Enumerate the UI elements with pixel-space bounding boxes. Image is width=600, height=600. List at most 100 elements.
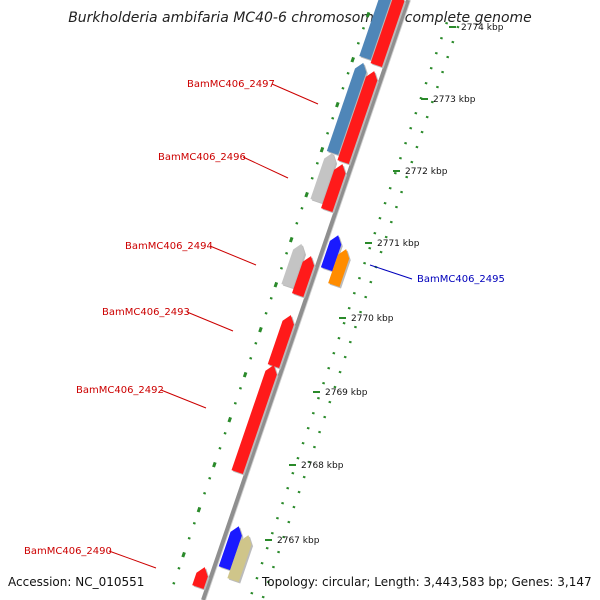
gene-label: BamMC406_2492	[76, 385, 164, 396]
gene-label-leader	[186, 311, 234, 332]
tick-dot	[353, 325, 357, 329]
tick-dot	[297, 490, 301, 494]
tick-dot	[419, 96, 423, 100]
tick-dot	[322, 381, 326, 385]
tick-dot	[335, 101, 340, 108]
tick-dot	[425, 115, 429, 119]
tick-dot	[456, 25, 460, 29]
tick-dot	[307, 460, 311, 464]
tick-dot	[352, 291, 356, 295]
tick-dot	[291, 471, 295, 475]
gene-label: BamMC406_2495	[417, 274, 505, 285]
tick-dot	[359, 310, 363, 314]
tick-dot	[238, 386, 242, 390]
tick-dot	[281, 501, 285, 505]
tick-dot	[203, 491, 207, 495]
tick-dot	[414, 111, 418, 115]
tick-dot	[326, 131, 330, 135]
tick-dot	[296, 456, 300, 460]
gene-gray-1	[310, 152, 336, 203]
tick-dot	[323, 415, 327, 419]
tick-dot	[273, 281, 279, 288]
tick-dot	[301, 441, 305, 445]
tick-dot	[187, 536, 191, 540]
map-title: Burkholderia ambifaria MC40-6 chromosome…	[68, 10, 532, 26]
gene-blue-1	[320, 235, 342, 272]
tick-dot	[383, 201, 387, 205]
gene-label-leader	[369, 264, 413, 280]
tick-dot	[242, 371, 248, 378]
tick-dot	[295, 221, 299, 225]
backbone	[201, 0, 411, 600]
tick-dot	[337, 336, 341, 340]
tick-dot	[338, 370, 342, 374]
tick-dot	[223, 431, 227, 435]
tick-dot	[318, 430, 322, 434]
ruler-label: 2769 kbp	[325, 388, 368, 398]
gene-bamMC406-2497	[370, 0, 405, 68]
tick-dot	[277, 550, 281, 554]
gene-bamMC406-2497-steel	[359, 0, 392, 60]
tick-dot	[356, 41, 360, 45]
tick-dot	[287, 520, 291, 524]
tick-dot	[350, 56, 355, 63]
tick-dot	[289, 236, 294, 243]
tick-dot	[212, 461, 217, 468]
tick-dot	[249, 356, 253, 360]
tick-dot	[389, 220, 393, 224]
tick-dot	[279, 266, 283, 270]
tick-dot	[341, 86, 345, 90]
tick-dot	[266, 580, 270, 584]
tick-dot	[275, 516, 279, 520]
gene-blue-2	[218, 526, 242, 571]
tick-dot	[361, 26, 365, 30]
ruler-label: 2767 kbp	[277, 536, 320, 546]
tick-dot	[265, 546, 269, 550]
tick-dot	[172, 581, 176, 585]
topology-summary: Topology: circular; Length: 3,443,583 bp…	[262, 575, 592, 589]
ruler: 2767 kbp 2768 kbp 2769 kbp 2770 kbp 2771 kbp…	[265, 23, 504, 546]
gene-bamMC406-2493	[267, 315, 294, 369]
ruler-label: 2768 kbp	[301, 461, 344, 471]
tick-dot	[365, 11, 371, 18]
tick-dot	[439, 36, 443, 40]
accession-text: Accession: NC_010551	[8, 575, 145, 589]
tick-dot	[342, 321, 346, 325]
tick-dot	[441, 70, 445, 74]
tick-dot	[300, 206, 304, 210]
tick-dot	[282, 535, 286, 539]
tick-dot	[333, 385, 337, 389]
tick-dot	[250, 591, 254, 595]
tick-dot	[369, 280, 373, 284]
tick-dot	[315, 161, 319, 165]
gene-labels: BamMC406_2497 BamMC406_2496 BamMC406_2494 B…	[24, 79, 505, 569]
gene-red-3	[321, 164, 346, 213]
tick-dot	[254, 341, 258, 345]
gene-steel-2	[326, 62, 367, 155]
tick-dot	[357, 276, 361, 280]
tick-dot	[208, 476, 212, 480]
tick-dot	[400, 190, 404, 194]
gene-label-leader	[242, 156, 289, 179]
gene-label: BamMC406_2494	[125, 241, 213, 252]
gene-gray-2	[281, 243, 305, 288]
tick-dot	[346, 71, 350, 75]
tick-dot	[327, 366, 331, 370]
tick-dot	[451, 40, 455, 44]
tick-dot	[368, 246, 372, 250]
tick-dot	[218, 446, 222, 450]
tick-dot	[255, 576, 259, 580]
tick-dot	[328, 400, 332, 404]
tick-dot	[292, 505, 296, 509]
tick-dot	[434, 51, 438, 55]
tick-dot	[415, 145, 419, 149]
tick-dot	[384, 235, 388, 239]
gene-bamMC406-2495	[328, 249, 350, 288]
tick-dot	[388, 186, 392, 190]
gene-label: BamMC406_2496	[158, 152, 246, 163]
tick-dot	[316, 396, 320, 400]
tick-dot	[302, 475, 306, 479]
tick-dot	[446, 55, 450, 59]
tick-dot	[319, 146, 325, 153]
